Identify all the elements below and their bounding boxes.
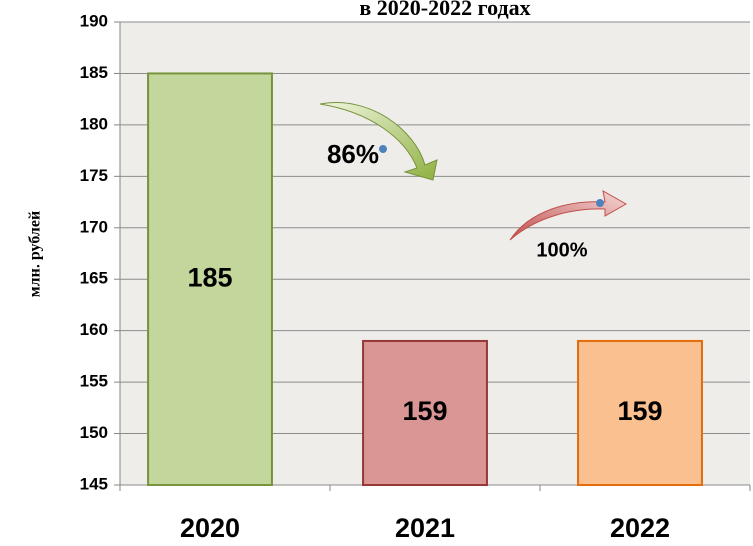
decrease-arrow [319,102,438,181]
bar [362,339,488,487]
bar [577,339,703,487]
y-tick-label: 180 [80,114,108,133]
chart-title: в 2020-2022 годах [359,0,530,20]
y-tick-label: 185 [80,63,108,82]
annotation: 100% [536,239,587,261]
arrow-dot [596,199,604,207]
data-label: 185 [187,262,232,292]
y-tick-label: 145 [80,474,108,493]
x-tick-label: 2022 [610,513,670,543]
y-tick-label: 165 [80,269,108,288]
data-label: 159 [617,396,662,426]
y-tick-label: 150 [80,423,108,442]
arrow-dot [379,145,387,153]
data-label: 159 [402,396,447,426]
x-tick-label: 2020 [180,513,240,543]
y-tick-label: 190 [80,11,108,30]
bars [147,72,703,487]
x-tick-label: 2021 [395,513,455,543]
y-axis-label: млн. рублей [27,211,44,297]
y-tick-label: 155 [80,372,108,391]
y-tick-label: 170 [80,217,108,236]
bar [147,72,273,486]
y-tick-label: 160 [80,320,108,339]
annotation: 86% [327,139,379,169]
y-tick-label: 175 [80,166,108,185]
